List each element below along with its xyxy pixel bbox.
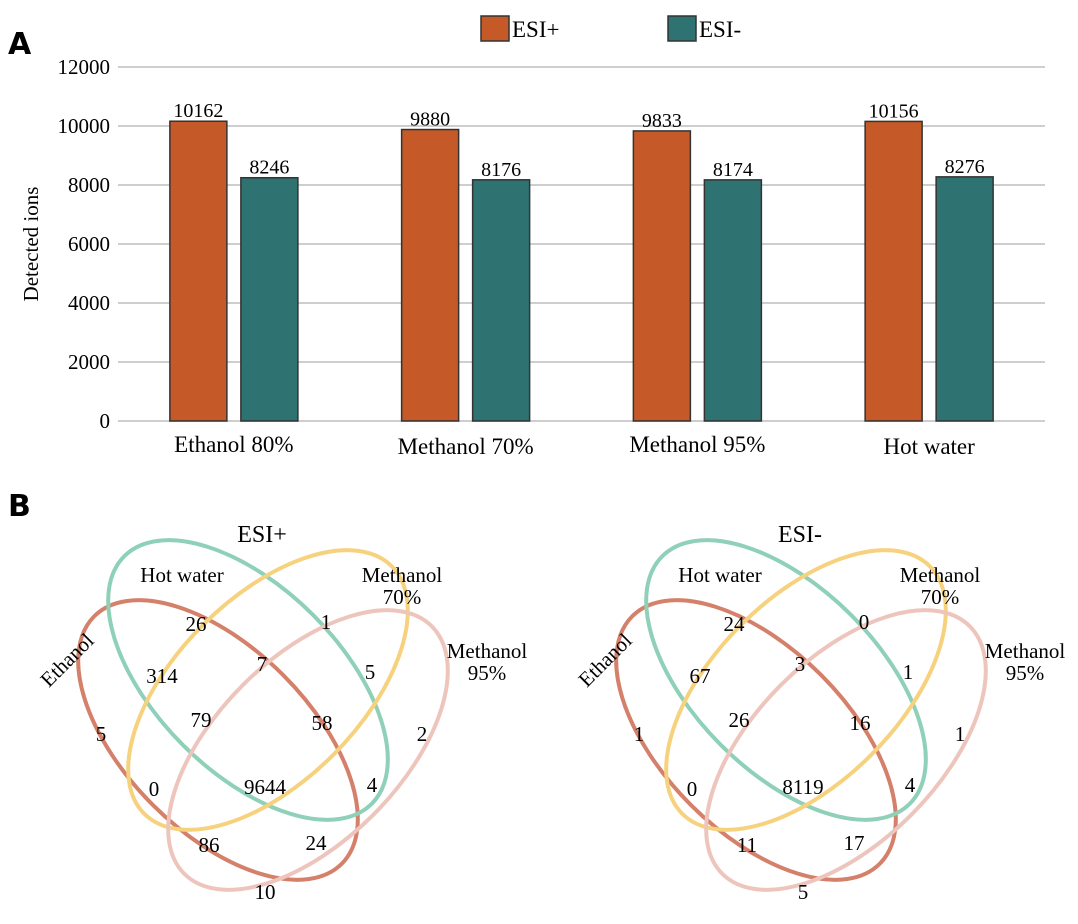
venn-region-count: 1	[903, 660, 914, 684]
venn-region-count: 0	[859, 610, 870, 634]
bar	[864, 120, 923, 422]
y-tick-label: 10000	[58, 114, 111, 138]
venn-label-hot-water: Hot water	[140, 563, 223, 587]
bar-chart: 0 2000 4000 6000 8000 10000 12000 Detected ions…	[19, 15, 1045, 459]
panel-label-a: A	[8, 27, 32, 62]
venn-set-methanol-95	[704, 608, 988, 892]
legend-label: ESI-	[699, 17, 741, 42]
venn-region-count: 1	[321, 610, 332, 634]
venn-set-hot-water	[106, 538, 390, 822]
venn-region-count: 26	[186, 612, 207, 636]
venn-region-count: 24	[306, 831, 328, 855]
bar	[471, 179, 531, 422]
venn-region-count: 1	[955, 722, 966, 746]
venn-set-ethanol	[614, 598, 898, 882]
venn-set-ethanol	[76, 598, 360, 882]
data-label: 8276	[945, 156, 985, 178]
venn-label-methanol-95: Methanol	[447, 639, 528, 663]
data-label: 10156	[869, 100, 919, 122]
venn-region-count: 0	[687, 777, 698, 801]
data-label: 8176	[481, 159, 521, 181]
x-tick-label: Methanol 95%	[629, 432, 765, 457]
x-tick-label: Ethanol 80%	[174, 432, 293, 457]
venn-region-count: 67	[690, 664, 711, 688]
bar	[703, 179, 763, 422]
y-tick-label: 0	[100, 409, 111, 433]
legend-swatch	[480, 15, 510, 42]
venn-region-count: 0	[149, 777, 160, 801]
venn-region-count: 5	[798, 880, 809, 904]
venn-label-methanol-70: 70%	[383, 585, 422, 609]
venn-title: ESI+	[237, 522, 287, 548]
venn-set-hot-water	[644, 538, 928, 822]
legend-label: ESI+	[512, 17, 559, 42]
venn-label-ethanol: Ethanol	[573, 628, 636, 691]
venn-label-methanol-70: Methanol	[362, 563, 443, 587]
y-tick-label: 2000	[68, 350, 110, 374]
venn-region-count: 5	[365, 660, 376, 684]
venn-label-ethanol: Ethanol	[35, 628, 98, 691]
venn-label-methanol-95: 95%	[468, 661, 507, 685]
venn-region-count: 2	[417, 722, 428, 746]
venn-region-count: 86	[199, 833, 220, 857]
bar	[400, 128, 460, 422]
bar	[632, 130, 692, 422]
legend-swatch	[667, 15, 697, 42]
panel-label-b: B	[8, 489, 31, 524]
y-tick-label: 4000	[68, 291, 110, 315]
venn-region-count: 314	[146, 664, 178, 688]
venn-region-count: 58	[312, 711, 333, 735]
venn-region-count: 17	[844, 831, 865, 855]
venn-set-methanol-70	[126, 548, 410, 832]
venn-region-count: 4	[367, 773, 378, 797]
venn-set-methanol-70	[664, 548, 948, 832]
data-label: 10162	[173, 100, 223, 122]
venn-region-count: 1	[634, 722, 645, 746]
venn-region-count: 10	[255, 880, 276, 904]
data-label: 9880	[410, 109, 450, 131]
venn-region-count: 9644	[244, 775, 287, 799]
venn-region-count: 4	[905, 773, 916, 797]
venn-region-count: 24	[724, 612, 746, 636]
venn-label-methanol-70: 70%	[921, 585, 960, 609]
y-tick-label: 6000	[68, 232, 110, 256]
venn-label-hot-water: Hot water	[678, 563, 761, 587]
venn-region-count: 11	[737, 833, 757, 857]
venn-region-count: 3	[795, 652, 806, 676]
venn-label-methanol-95: 95%	[1006, 661, 1045, 685]
venn-region-count: 8119	[782, 775, 823, 799]
venn-region-count: 79	[191, 708, 212, 732]
data-label: 8246	[249, 157, 289, 179]
venn-label-methanol-70: Methanol	[900, 563, 981, 587]
venn-region-count: 26	[729, 708, 750, 732]
data-label: 9833	[642, 110, 682, 132]
bar	[240, 176, 299, 422]
venn-set-methanol-95	[166, 608, 450, 892]
data-label: 8174	[713, 159, 753, 181]
y-tick-label: 12000	[58, 55, 111, 79]
y-tick-label: 8000	[68, 173, 110, 197]
y-axis-label: Detected ions	[19, 187, 43, 302]
bar	[935, 176, 994, 422]
bar	[169, 120, 228, 422]
venn-region-count: 5	[96, 722, 107, 746]
venn-label-methanol-95: Methanol	[985, 639, 1066, 663]
venn-title: ESI-	[778, 522, 822, 548]
x-tick-label: Hot water	[883, 434, 975, 459]
x-tick-label: Methanol 70%	[398, 434, 534, 459]
venn-region-count: 16	[850, 711, 871, 735]
venn-region-count: 7	[257, 652, 268, 676]
